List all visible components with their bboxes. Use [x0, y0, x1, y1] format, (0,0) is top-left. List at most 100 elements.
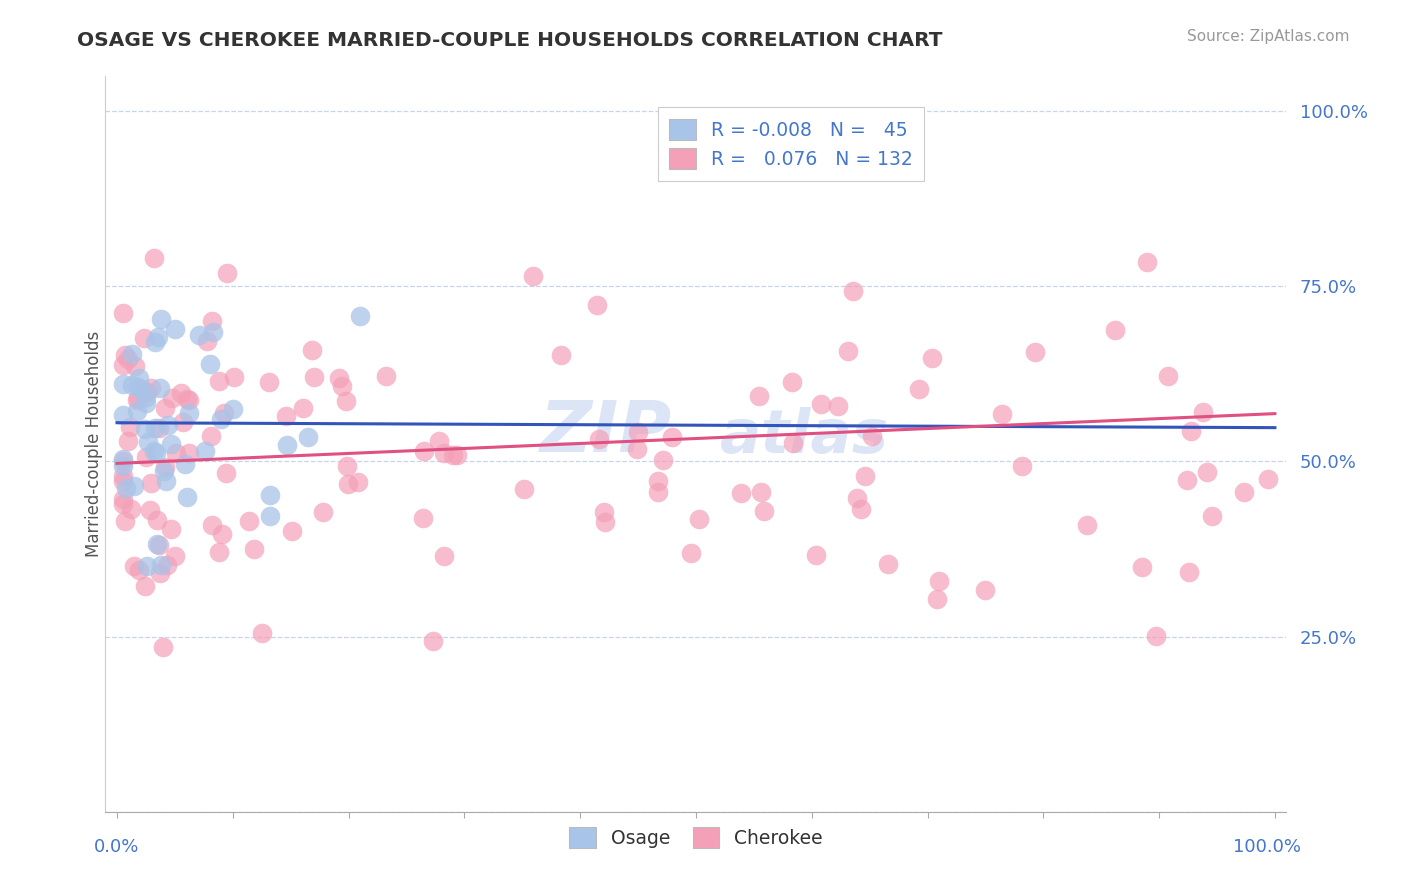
Text: 0.0%: 0.0%: [94, 838, 139, 856]
Point: [121, 377, 143, 392]
Point: [297, 430, 319, 444]
Point: [908, 383, 931, 397]
Point: [176, 490, 198, 504]
Point: [156, 558, 179, 573]
Point: [876, 557, 898, 571]
Point: [748, 389, 770, 403]
Point: [651, 453, 673, 467]
Point: [135, 390, 157, 404]
Point: [146, 513, 169, 527]
Point: [679, 546, 702, 560]
Point: [200, 314, 222, 328]
Point: [330, 379, 353, 393]
Point: [1132, 560, 1154, 574]
Point: [134, 422, 156, 436]
Point: [143, 421, 166, 435]
Point: [259, 376, 281, 390]
Point: [153, 464, 176, 478]
Point: [846, 491, 869, 505]
Point: [593, 515, 616, 529]
Point: [145, 335, 167, 350]
Point: [585, 298, 607, 312]
Point: [1144, 629, 1167, 643]
Point: [337, 477, 360, 491]
Point: [127, 391, 149, 405]
Point: [335, 394, 357, 409]
Point: [349, 309, 371, 323]
Point: [592, 505, 614, 519]
Point: [172, 415, 194, 429]
Point: [177, 392, 200, 407]
Point: [149, 381, 172, 395]
Y-axis label: Married-couple Households: Married-couple Households: [86, 331, 103, 557]
Point: [749, 485, 772, 500]
Point: [111, 408, 134, 422]
Point: [148, 330, 170, 344]
Point: [413, 443, 436, 458]
Point: [374, 368, 396, 383]
Point: [135, 559, 157, 574]
Point: [111, 454, 134, 468]
Point: [336, 459, 359, 474]
Point: [177, 446, 200, 460]
Point: [122, 558, 145, 573]
Point: [128, 563, 150, 577]
Point: [176, 392, 198, 406]
Point: [928, 574, 950, 588]
Point: [155, 401, 177, 416]
Point: [1136, 254, 1159, 268]
Point: [1104, 323, 1126, 337]
Point: [139, 502, 162, 516]
Point: [627, 425, 650, 439]
Point: [1201, 508, 1223, 523]
Point: [111, 358, 134, 372]
Point: [853, 468, 876, 483]
Point: [135, 396, 157, 410]
Point: [152, 640, 174, 654]
Point: [441, 448, 464, 462]
Point: [688, 512, 710, 526]
Point: [145, 446, 167, 460]
Point: [522, 268, 544, 283]
Point: [252, 626, 274, 640]
Point: [208, 545, 231, 559]
Point: [207, 374, 229, 388]
Point: [328, 370, 350, 384]
Point: [217, 266, 239, 280]
Point: [1157, 369, 1180, 384]
Point: [111, 469, 134, 483]
Point: [120, 501, 142, 516]
Point: [412, 510, 434, 524]
Point: [132, 331, 155, 345]
Point: [111, 474, 134, 488]
Point: [122, 479, 145, 493]
Point: [135, 450, 157, 465]
Point: [150, 312, 173, 326]
Text: ZIP: ZIP: [540, 398, 672, 467]
Point: [128, 370, 150, 384]
Point: [1257, 472, 1279, 486]
Point: [433, 549, 456, 563]
Point: [153, 459, 176, 474]
Point: [150, 558, 173, 573]
Point: [179, 406, 201, 420]
Point: [1177, 473, 1199, 487]
Point: [160, 523, 183, 537]
Point: [1178, 565, 1201, 579]
Point: [211, 527, 233, 541]
Point: [117, 434, 139, 449]
Point: [149, 566, 172, 580]
Point: [111, 458, 134, 473]
Point: [125, 403, 148, 417]
Point: [1180, 424, 1202, 438]
Point: [804, 548, 827, 562]
Point: [124, 359, 146, 373]
Point: [111, 377, 134, 392]
Point: [550, 348, 572, 362]
Point: [134, 579, 156, 593]
Point: [927, 592, 949, 607]
Point: [170, 386, 193, 401]
Point: [513, 482, 536, 496]
Point: [187, 327, 209, 342]
Point: [973, 582, 995, 597]
